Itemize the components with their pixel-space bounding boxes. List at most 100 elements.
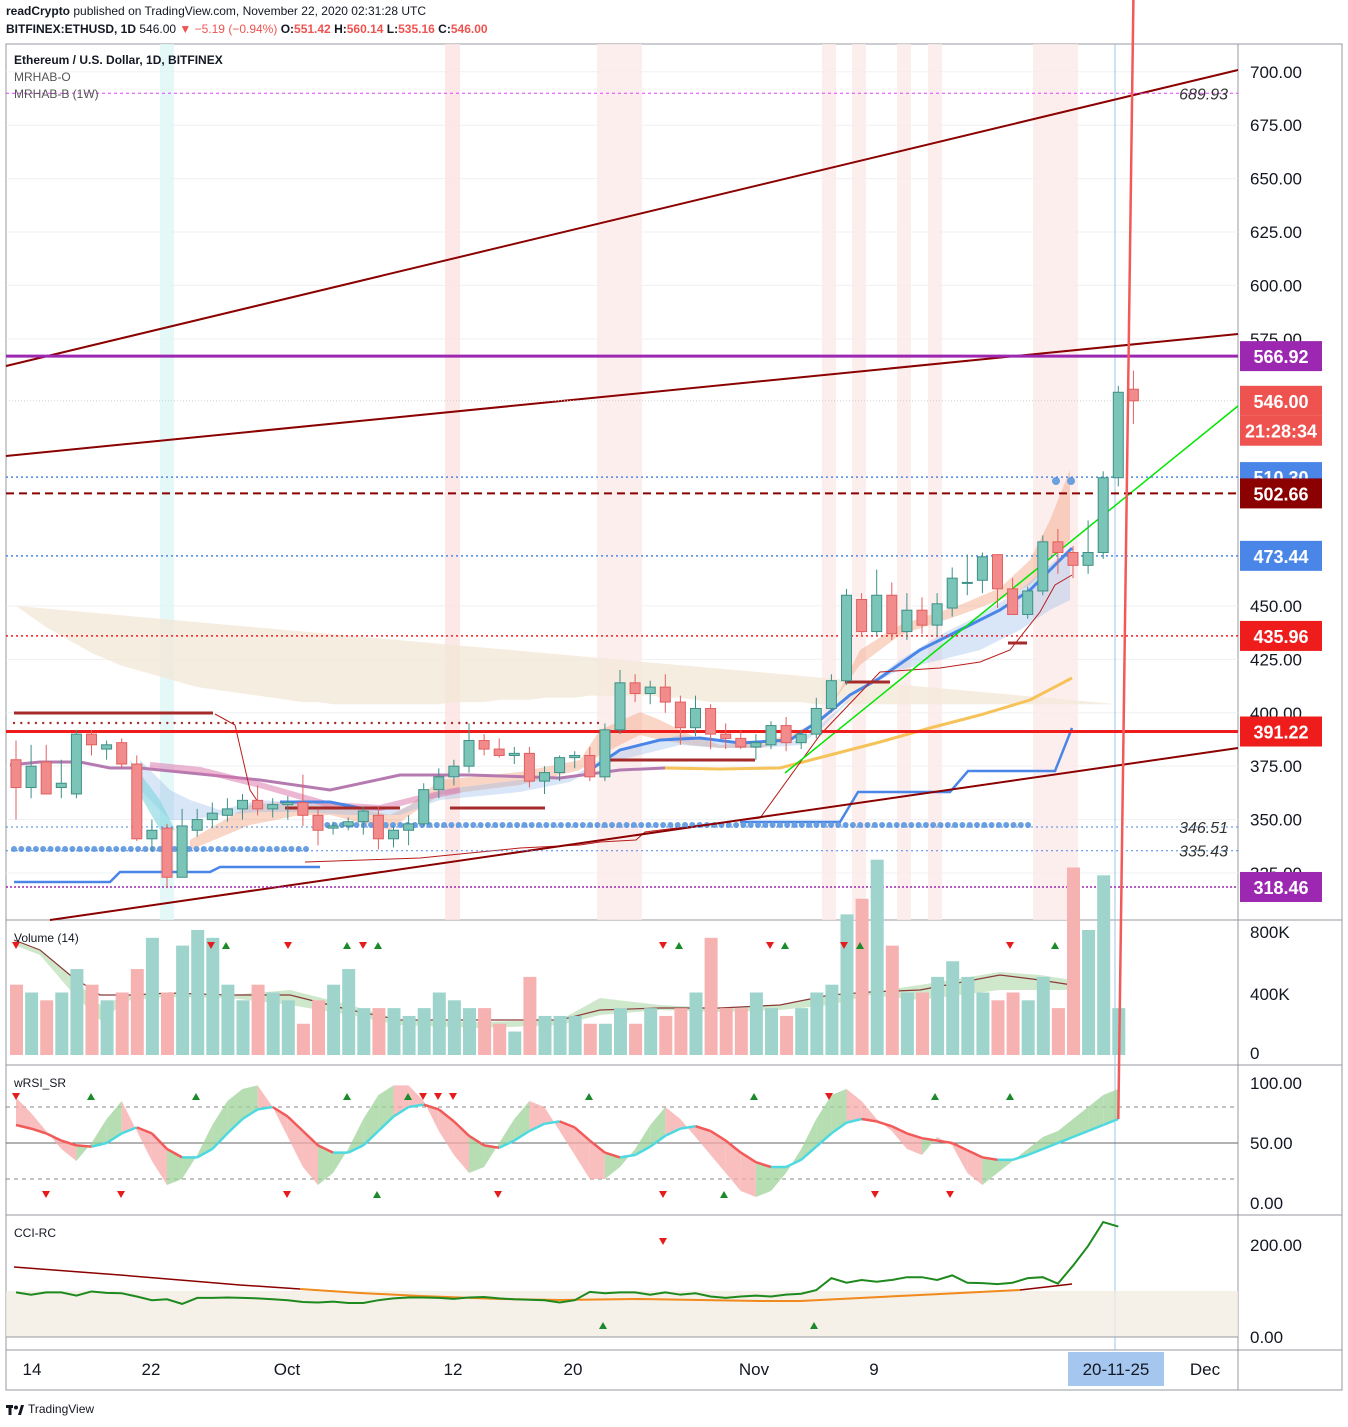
rsi-signal-arrow bbox=[494, 1191, 502, 1198]
volume-bar bbox=[900, 992, 914, 1055]
rsi-slow-line bbox=[91, 1141, 107, 1148]
channel-middle-line bbox=[5, 333, 1239, 457]
rsi-slow-line bbox=[1027, 1147, 1044, 1157]
rsi-fill-segment bbox=[906, 1133, 922, 1155]
volume-bar bbox=[387, 1008, 401, 1055]
resistance-dot bbox=[231, 721, 235, 725]
resistance-dot bbox=[115, 721, 118, 725]
rsi-slow-line bbox=[846, 1117, 862, 1124]
candle-body bbox=[282, 801, 294, 806]
candle-body bbox=[25, 765, 37, 789]
rsi-slow-line bbox=[559, 1120, 576, 1129]
resistance-dot bbox=[326, 721, 330, 725]
cci-axis-tick: 200.00 bbox=[1250, 1236, 1302, 1255]
time-axis-tick: 9 bbox=[869, 1360, 878, 1379]
volume-signal-arrow bbox=[675, 942, 683, 949]
rsi-slow-line bbox=[483, 1144, 500, 1150]
rsi-fill-segment bbox=[1088, 1095, 1104, 1131]
rsi-fill-segment bbox=[499, 1119, 515, 1148]
resistance-dot bbox=[458, 721, 461, 725]
support-dot bbox=[667, 822, 674, 828]
candle-body bbox=[765, 725, 777, 746]
volume-bar bbox=[312, 1000, 325, 1055]
time-cursor-tag-bg bbox=[1068, 1352, 1164, 1386]
rsi-fill-segment bbox=[121, 1101, 137, 1134]
support-dot bbox=[565, 822, 572, 828]
resistance-dot bbox=[516, 721, 519, 725]
rsi-fill-segment bbox=[529, 1101, 545, 1131]
volume-bar bbox=[161, 992, 174, 1055]
rsi-slow-line bbox=[815, 1132, 833, 1148]
support-dot bbox=[674, 822, 681, 828]
rsi-fill-segment bbox=[544, 1107, 560, 1131]
candle-body bbox=[674, 701, 686, 729]
rsi-fill-segment bbox=[574, 1127, 590, 1179]
rsi-slow-line bbox=[573, 1126, 591, 1142]
rsi-slow-line bbox=[528, 1122, 546, 1133]
volume-bar bbox=[417, 1008, 431, 1055]
rsi-fill-segment bbox=[846, 1089, 862, 1123]
rsi-signal-arrow bbox=[404, 1093, 412, 1100]
rsi-slow-line bbox=[830, 1121, 848, 1135]
rsi-slow-line bbox=[196, 1147, 213, 1159]
rsi-axis-tick: 100.00 bbox=[1250, 1074, 1302, 1093]
rsi-fill-segment bbox=[771, 1167, 787, 1191]
resistance-dot bbox=[275, 721, 278, 725]
price-axis-tick: 700.00 bbox=[1250, 63, 1302, 82]
support-dot bbox=[543, 822, 550, 828]
rsi-signal-arrow bbox=[87, 1093, 95, 1100]
rsi-slow-line bbox=[680, 1124, 696, 1130]
resistance-dot bbox=[151, 721, 154, 725]
candle-body bbox=[659, 686, 671, 703]
support-dot bbox=[514, 822, 521, 828]
rsi-pane-title: wRSI_SR bbox=[13, 1076, 66, 1090]
rsi-fill-segment bbox=[982, 1157, 998, 1185]
volume-bar bbox=[885, 945, 899, 1055]
candle-body bbox=[1007, 588, 1019, 615]
support-dot bbox=[762, 822, 769, 828]
support-dot bbox=[572, 822, 579, 828]
ohlc-line: BITFINEX:ETHUSD, 1D 546.00 ▼ −5.19 (−0.9… bbox=[6, 22, 488, 36]
volume-pane-title: Volume (14) bbox=[14, 931, 79, 945]
volume-bar bbox=[402, 1015, 416, 1055]
support-dot bbox=[390, 822, 396, 828]
candle-body bbox=[523, 752, 535, 782]
volume-bar bbox=[644, 1008, 658, 1055]
volume-signal-arrow bbox=[359, 942, 367, 949]
volume-bar bbox=[508, 1031, 522, 1055]
price-axis-tick: 450.00 bbox=[1250, 597, 1302, 616]
rsi-slow-line bbox=[302, 1130, 319, 1147]
support-dot bbox=[864, 822, 871, 828]
resistance-dot bbox=[63, 721, 67, 725]
rsi-axis-tick: 50.00 bbox=[1250, 1134, 1293, 1153]
candle-body bbox=[992, 554, 1003, 590]
support-dot bbox=[477, 822, 484, 828]
volume-bar bbox=[372, 1008, 386, 1055]
candle-body bbox=[795, 733, 807, 744]
rsi-slow-line bbox=[891, 1125, 908, 1135]
resistance-dot bbox=[144, 721, 147, 725]
price-axis-tick: 625.00 bbox=[1250, 223, 1302, 242]
rsi-fill-segment bbox=[514, 1101, 530, 1141]
rsi-slow-line bbox=[423, 1103, 440, 1111]
candle-body bbox=[901, 609, 913, 633]
support-dot bbox=[988, 822, 995, 828]
volume-signal-arrow bbox=[766, 942, 774, 949]
candle-body bbox=[810, 707, 822, 735]
published-text: published on TradingView.com, November 2… bbox=[73, 4, 427, 18]
support-dot bbox=[273, 846, 280, 852]
support-dot bbox=[966, 822, 973, 828]
rsi-slow-line bbox=[166, 1147, 183, 1159]
rsi-fill-segment bbox=[922, 1137, 938, 1155]
rsi-fill-segment bbox=[46, 1131, 62, 1149]
price-change: ▼ −5.19 (−0.94%) bbox=[179, 22, 278, 36]
resistance-dot bbox=[523, 721, 527, 725]
rsi-slow-line bbox=[76, 1144, 92, 1148]
resistance-dot bbox=[268, 721, 271, 725]
close-value: 546.00 bbox=[450, 22, 488, 36]
rsi-fill-segment bbox=[650, 1107, 666, 1147]
support-dot bbox=[587, 822, 594, 828]
rsi-signal-arrow bbox=[871, 1191, 879, 1198]
support-dot bbox=[1025, 822, 1032, 828]
